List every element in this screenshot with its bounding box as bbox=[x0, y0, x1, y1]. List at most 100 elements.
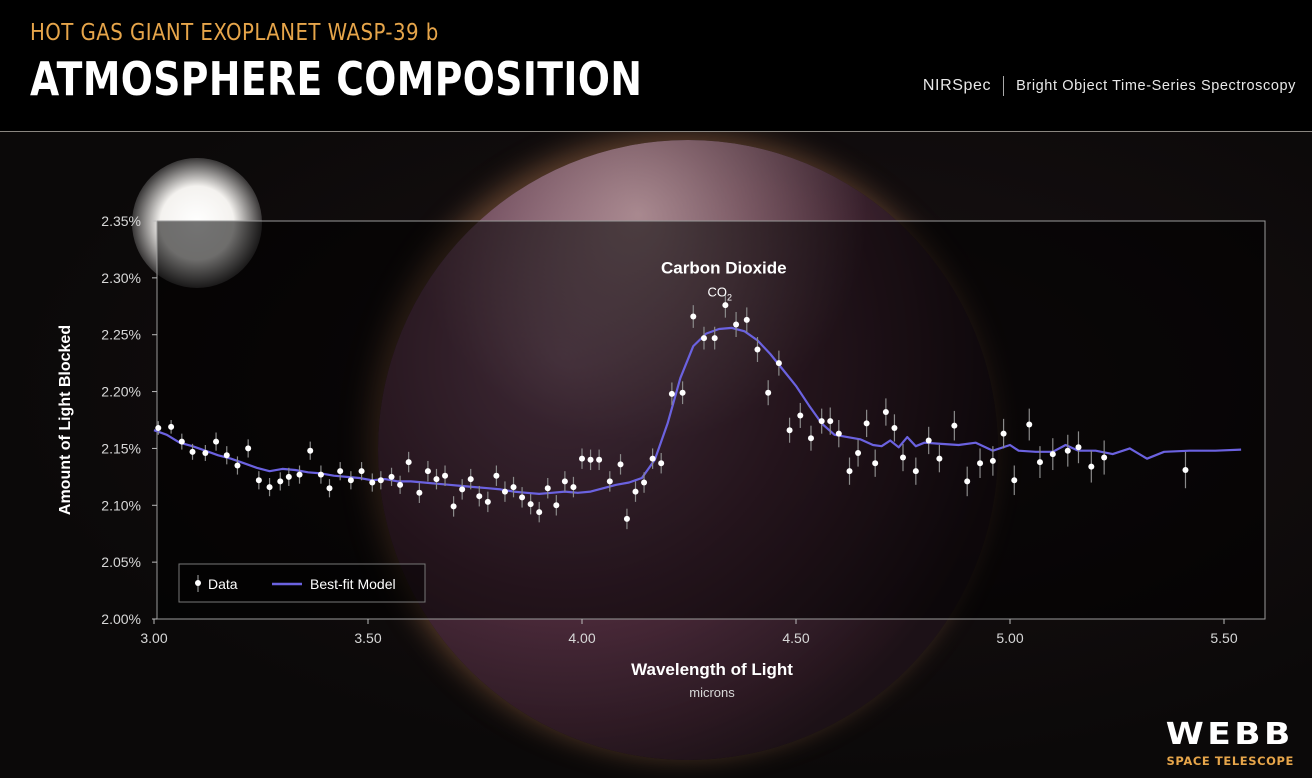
data-point bbox=[690, 305, 697, 328]
data-marker bbox=[649, 455, 656, 462]
data-marker bbox=[493, 472, 500, 479]
data-point bbox=[855, 439, 862, 467]
data-point bbox=[476, 485, 483, 507]
data-point bbox=[587, 449, 594, 471]
data-point bbox=[596, 449, 603, 471]
data-point bbox=[450, 496, 457, 517]
data-point bbox=[337, 462, 344, 481]
y-axis-label: Amount of Light Blocked bbox=[57, 325, 74, 515]
data-marker bbox=[882, 409, 889, 416]
data-marker bbox=[450, 503, 457, 510]
data-marker bbox=[501, 488, 508, 495]
data-point bbox=[786, 417, 793, 443]
data-marker bbox=[416, 489, 423, 496]
data-marker bbox=[1101, 454, 1108, 461]
data-point bbox=[570, 476, 577, 498]
data-point bbox=[317, 465, 324, 484]
y-tick-label: 2.35% bbox=[101, 213, 141, 229]
x-tick-label: 5.00 bbox=[996, 630, 1023, 646]
data-marker bbox=[641, 479, 648, 486]
legend-data-marker bbox=[195, 580, 201, 586]
data-point bbox=[679, 381, 686, 405]
data-marker bbox=[266, 484, 273, 491]
data-point bbox=[416, 482, 423, 504]
data-point bbox=[561, 471, 568, 492]
x-axis-label: Wavelength of Light bbox=[631, 660, 793, 679]
data-marker bbox=[245, 445, 252, 452]
data-marker bbox=[223, 452, 230, 459]
data-point bbox=[484, 491, 491, 513]
data-marker bbox=[202, 449, 209, 456]
data-marker bbox=[476, 493, 483, 500]
logo-subtitle: SPACE TELESCOPE bbox=[1166, 754, 1294, 768]
data-point bbox=[245, 439, 252, 458]
data-marker bbox=[1000, 430, 1007, 437]
y-tick-label: 2.05% bbox=[101, 554, 141, 570]
data-point bbox=[285, 467, 292, 486]
data-marker bbox=[700, 335, 707, 342]
data-point bbox=[951, 410, 958, 441]
data-marker bbox=[690, 313, 697, 320]
best-fit-model-line bbox=[153, 326, 1242, 495]
data-point bbox=[433, 468, 440, 490]
data-point bbox=[623, 508, 630, 530]
data-marker bbox=[835, 430, 842, 437]
data-marker bbox=[178, 438, 185, 445]
annotation-formula: CO2 bbox=[708, 284, 733, 302]
data-marker bbox=[606, 478, 613, 485]
data-point bbox=[536, 501, 543, 523]
data-point bbox=[977, 448, 984, 478]
data-point bbox=[544, 477, 551, 499]
data-point bbox=[964, 466, 971, 497]
data-marker bbox=[679, 389, 686, 396]
y-tick-label: 2.30% bbox=[101, 270, 141, 286]
data-marker bbox=[326, 485, 333, 492]
header: HOT GAS GIANT EXOPLANET WASP-39 b ATMOSP… bbox=[0, 0, 1312, 132]
data-point bbox=[818, 408, 825, 434]
instrument-separator bbox=[1003, 76, 1005, 96]
data-marker bbox=[632, 488, 639, 495]
data-marker bbox=[596, 456, 603, 463]
data-points bbox=[155, 292, 1189, 530]
data-marker bbox=[467, 476, 474, 483]
webb-logo: WEBB SPACE TELESCOPE bbox=[1166, 720, 1294, 769]
data-point bbox=[882, 398, 889, 426]
data-marker bbox=[388, 473, 395, 480]
annotation-formula-subscript: 2 bbox=[727, 292, 732, 302]
data-marker bbox=[536, 509, 543, 516]
data-marker bbox=[733, 321, 740, 328]
data-point bbox=[632, 481, 639, 502]
data-point bbox=[872, 449, 879, 477]
x-tick-label: 4.50 bbox=[782, 630, 809, 646]
data-point bbox=[369, 473, 376, 492]
x-axis-unit: microns bbox=[689, 685, 735, 700]
data-marker bbox=[754, 346, 761, 353]
data-point bbox=[223, 446, 230, 465]
data-point bbox=[900, 443, 906, 472]
data-marker bbox=[587, 456, 594, 463]
data-marker bbox=[1049, 451, 1056, 458]
legend-data-label: Data bbox=[208, 576, 238, 592]
data-marker bbox=[658, 460, 665, 467]
data-point bbox=[527, 493, 534, 515]
data-marker bbox=[377, 477, 384, 484]
data-marker bbox=[168, 423, 175, 430]
data-marker bbox=[317, 471, 324, 478]
data-marker bbox=[189, 448, 196, 455]
data-point bbox=[1182, 451, 1189, 489]
data-point bbox=[775, 350, 782, 376]
x-tick-label: 3.00 bbox=[140, 630, 167, 646]
data-marker bbox=[1182, 467, 1189, 474]
data-point bbox=[912, 457, 919, 485]
data-marker bbox=[765, 389, 772, 396]
data-point bbox=[1049, 438, 1056, 471]
data-marker bbox=[797, 412, 804, 419]
data-marker bbox=[296, 471, 303, 478]
data-marker bbox=[846, 468, 853, 475]
annotation-molecule-name: Carbon Dioxide bbox=[661, 258, 787, 277]
data-point bbox=[1026, 408, 1033, 441]
data-marker bbox=[277, 478, 284, 485]
data-point bbox=[891, 414, 898, 442]
data-marker bbox=[827, 418, 834, 425]
